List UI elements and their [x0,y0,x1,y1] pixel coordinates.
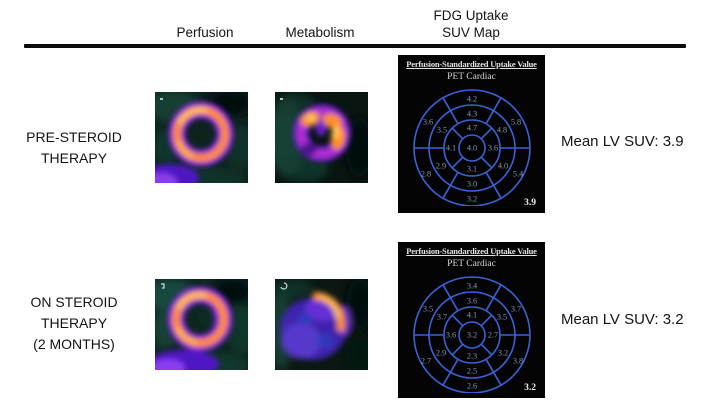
segment-value: 4.7 [467,124,477,133]
mean-lv-suv-post: Mean LV SUV: 3.2 [561,311,684,328]
segment-value: 2.7 [421,357,431,366]
segment-value: 4.2 [467,95,477,104]
column-header-fdg-suv: FDG Uptake SUV Map [406,7,536,41]
bullseye-grid [413,89,531,206]
segment-value: 4.8 [497,126,507,135]
segment-value: 3.5 [437,126,447,135]
row-label-pre-steroid: PRE-STEROID THERAPY [4,127,144,169]
segment-value: 3.8 [513,357,523,366]
segment-value: 3.1 [467,165,477,174]
header-divider-rule [24,44,686,48]
segment-value: 5.8 [511,118,521,127]
segment-value: 3.6 [423,118,433,127]
segment-value: 2.9 [436,162,446,171]
suv-map-mean-value: 3.9 [524,198,536,208]
segment-value: 3.6 [446,331,456,340]
segment-value: 3.2 [467,195,477,204]
suv-bullseye-chart-pre: 4.2 5.8 5.4 3.2 2.8 3.6 4.3 4.8 4.0 3.0 … [413,89,531,206]
segment-value: 2.5 [467,367,477,376]
slice-marker [280,98,283,100]
segment-value: 3.7 [511,305,521,314]
row-label-on-steroid: ON STEROID THERAPY (2 MONTHS) [4,292,144,355]
segment-value: 3.2 [498,349,508,358]
segment-value: 3.5 [497,313,507,322]
row-label-line: THERAPY [40,315,108,331]
segment-value: 3.4 [467,282,478,291]
row-label-line: THERAPY [40,150,108,166]
bullseye-values: 3.4 3.7 3.8 2.6 2.7 3.5 3.6 3.5 3.2 2.5 … [421,282,523,391]
suv-map-subtitle: PET Cardiac [447,72,496,82]
pet-image-perfusion-post [155,279,248,370]
segment-value: 2.3 [467,352,477,361]
slice-marker [160,98,163,100]
column-header-metabolism: Metabolism [285,25,355,40]
bullseye-values: 4.2 5.8 5.4 3.2 2.8 3.6 4.3 4.8 4.0 3.0 … [421,95,524,204]
segment-value: 3.6 [467,297,477,306]
segment-value: 3.6 [488,144,498,153]
segment-value: 3.5 [423,305,433,314]
fdg-header-line1: FDG Uptake [433,8,509,23]
mean-lv-suv-pre: Mean LV SUV: 3.9 [561,133,684,150]
pet-image-perfusion-pre [155,92,248,183]
segment-value: 2.8 [421,170,431,179]
segment-value: 5.4 [513,170,524,179]
segment-value: 4.0 [498,162,508,171]
suv-bullseye-chart-post: 3.4 3.7 3.8 2.6 2.7 3.5 3.6 3.5 3.2 2.5 … [413,276,531,393]
column-header-perfusion: Perfusion [176,25,234,40]
suv-map-panel-post: Perfusion-Standardized Uptake Value PET … [398,242,545,398]
segment-value-apex: 4.0 [467,144,477,153]
pet-image-metabolism-pre [275,92,368,183]
slice-marker [161,283,165,289]
fdg-header-line2: SUV Map [442,25,500,40]
suv-map-title: Perfusion-Standardized Uptake Value [406,246,537,256]
row-label-line: ON STEROID [30,294,118,310]
segment-value-apex: 3.2 [467,331,477,340]
suv-map-mean-value: 3.2 [524,383,536,393]
suv-map-title: Perfusion-Standardized Uptake Value [406,59,537,69]
bullseye-grid [413,276,531,393]
row-label-line: PRE-STEROID [26,129,122,145]
suv-map-subtitle: PET Cardiac [447,259,496,269]
segment-value: 4.3 [467,110,477,119]
segment-value: 2.9 [436,349,446,358]
suv-map-panel-pre: Perfusion-Standardized Uptake Value PET … [398,55,545,213]
pet-image-metabolism-post [275,279,368,370]
segment-value: 3.0 [467,180,477,189]
segment-value: 2.7 [488,331,498,340]
segment-value: 4.1 [446,144,456,153]
segment-value: 2.6 [467,382,477,391]
slice-marker [280,282,288,290]
segment-value: 4.1 [467,311,477,320]
segment-value: 3.7 [437,313,447,322]
row-label-line: (2 MONTHS) [33,336,115,352]
